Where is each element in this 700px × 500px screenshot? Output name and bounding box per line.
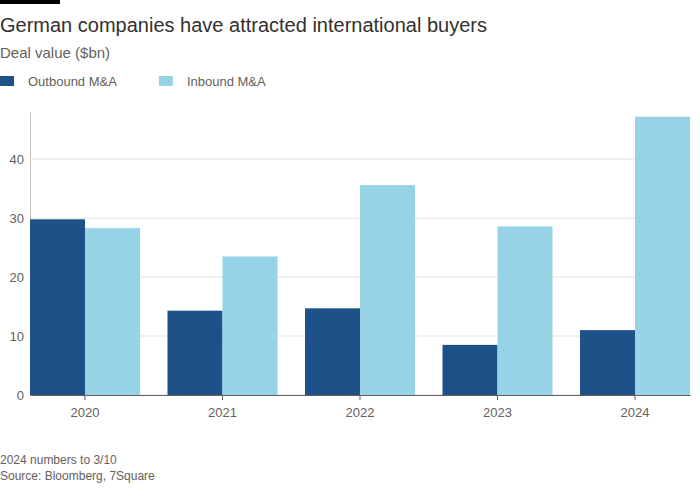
x-tick: 2022 [346,395,375,420]
x-tick-label: 2023 [483,405,512,420]
top-stripe [0,0,60,4]
legend-item: Inbound M&A [159,74,266,89]
series [85,117,690,395]
legend-item: Outbound M&A [0,74,117,89]
bar [635,117,690,395]
y-tick-label: 0 [17,388,24,403]
y-tick-label: 40 [10,152,24,167]
legend-label: Inbound M&A [187,74,266,89]
x-axis: 2020 2021 2022 2023 2024 [31,395,691,420]
bar [85,228,140,395]
x-tick: 2024 [621,395,650,420]
y-tick: 20 [10,270,30,285]
x-tick-label: 2024 [621,405,650,420]
x-tick-mark [85,395,86,400]
y-axis: 0 10 20 30 40 [10,113,31,403]
bars [30,117,690,395]
x-tick: 2020 [71,395,100,420]
subtitle: Deal value ($bn) [0,44,110,61]
note: 2024 numbers to 3/10 [0,453,117,467]
x-tick: 2023 [483,395,512,420]
y-tick: 30 [10,211,30,226]
bar [305,308,360,395]
y-tick: 10 [10,329,30,344]
x-tick-mark [497,395,498,400]
bar [360,185,415,395]
bar [498,226,553,395]
y-tick-label: 10 [10,329,24,344]
x-tick-label: 2020 [71,405,100,420]
y-tick-label: 30 [10,211,24,226]
bar [443,345,498,395]
x-tick-mark [635,395,636,400]
series [30,219,635,395]
bar [30,219,85,395]
bar [580,330,635,395]
legend-swatch [0,76,14,86]
grid [30,159,690,395]
bar [168,311,223,395]
y-tick: 0 [17,388,30,403]
x-tick-label: 2021 [208,405,237,420]
bar [223,256,278,395]
legend-label: Outbound M&A [28,74,117,89]
x-tick-label: 2022 [346,405,375,420]
legend-swatch [159,76,173,86]
x-tick-mark [222,395,223,400]
grid-line [30,159,690,160]
chart: German companies have attracted internat… [0,0,700,500]
y-tick-label: 20 [10,270,24,285]
x-tick: 2021 [208,395,237,420]
y-tick: 40 [10,152,30,167]
title: German companies have attracted internat… [0,14,487,36]
source: Source: Bloomberg, 7Square [0,469,155,483]
x-tick-mark [360,395,361,400]
